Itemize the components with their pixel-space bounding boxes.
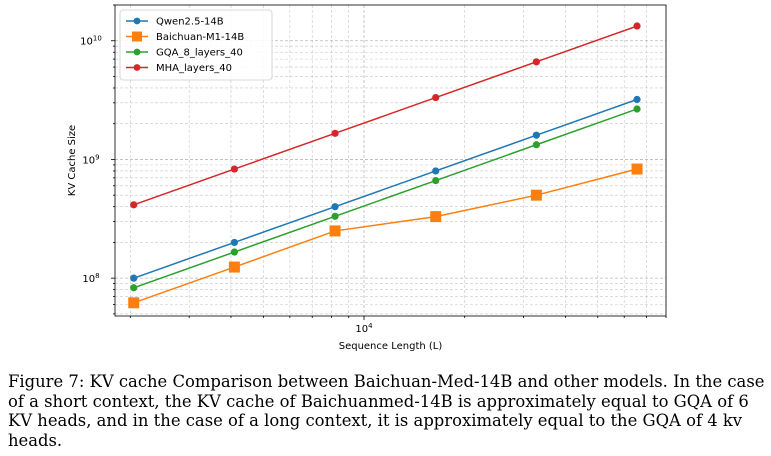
- data-point-gqa-8-layers-40: [130, 284, 138, 292]
- y-tick-label: 109: [82, 153, 99, 166]
- data-point-baichuan-m1-14b: [631, 163, 643, 175]
- legend-marker-qwen2-5-14b: [133, 17, 141, 25]
- data-point-qwen2-5-14b: [532, 131, 540, 139]
- y-tick-exponent: 10: [93, 35, 102, 43]
- y-tick-exponent: 8: [95, 272, 99, 280]
- x-tick-base: 10: [355, 324, 368, 335]
- data-point-qwen2-5-14b: [633, 95, 641, 104]
- data-point-gqa-8-layers-40: [331, 212, 339, 220]
- legend: Qwen2.5-14B Baichuan-M1-14B GQA_8_layers_4…: [119, 9, 273, 81]
- x-tick-exponent: 4: [368, 322, 373, 330]
- data-point-baichuan-m1-14b: [430, 211, 442, 223]
- y-tick-label: 1010: [80, 35, 102, 48]
- y-axis-label: KV Cache Size: [67, 125, 78, 196]
- x-axis-label: Sequence Length (L): [339, 341, 443, 352]
- series-line-qwen2-5-14b: [133, 98, 638, 279]
- data-point-qwen2-5-14b: [432, 167, 440, 175]
- figure-caption: Figure 7: KV cache Comparison between Ba…: [8, 372, 765, 450]
- data-point-qwen2-5-14b: [130, 274, 138, 282]
- legend-label-baichuan-m1-14b: Baichuan-M1-14B: [156, 32, 244, 43]
- series-line-mha-layers-40: [133, 25, 638, 206]
- data-point-mha-layers-40: [230, 165, 239, 173]
- legend-label-gqa-8-layers-40: GQA_8_layers_40: [156, 48, 243, 59]
- data-point-gqa-8-layers-40: [432, 176, 440, 185]
- y-tick-exponent: 9: [95, 153, 99, 161]
- data-point-mha-layers-40: [532, 58, 540, 66]
- data-point-baichuan-m1-14b: [128, 297, 140, 309]
- series-layer: [128, 22, 643, 309]
- data-point-mha-layers-40: [432, 93, 440, 102]
- plot-frame: [114, 4, 667, 317]
- data-point-baichuan-m1-14b: [530, 189, 542, 201]
- x-tick-label: 104: [355, 322, 373, 335]
- legend-marker-gqa-8-layers-40: [133, 48, 141, 56]
- data-point-mha-layers-40: [130, 201, 138, 209]
- legend-marker-baichuan-m1-14b: [132, 31, 142, 42]
- data-point-gqa-8-layers-40: [633, 105, 641, 113]
- data-point-mha-layers-40: [633, 22, 641, 30]
- data-point-baichuan-m1-14b: [329, 225, 341, 237]
- legend-box: [119, 9, 273, 81]
- series-line-gqa-8-layers-40: [133, 108, 638, 289]
- data-point-gqa-8-layers-40: [532, 141, 540, 149]
- legend-marker-mha-layers-40: [133, 64, 141, 71]
- data-point-gqa-8-layers-40: [230, 248, 239, 256]
- series-line-baichuan-m1-14b: [133, 168, 638, 304]
- legend-label-mha-layers-40: MHA_layers_40: [156, 63, 232, 74]
- y-tick-base: 10: [82, 274, 95, 285]
- data-point-mha-layers-40: [331, 129, 339, 137]
- legend-label-qwen2-5-14b: Qwen2.5-14B: [156, 17, 224, 28]
- data-point-qwen2-5-14b: [331, 203, 339, 211]
- y-tick-base: 10: [80, 37, 93, 48]
- y-tick-label: 108: [82, 272, 99, 285]
- data-point-baichuan-m1-14b: [228, 261, 240, 273]
- y-tick-base: 10: [82, 155, 95, 166]
- data-point-qwen2-5-14b: [230, 238, 239, 247]
